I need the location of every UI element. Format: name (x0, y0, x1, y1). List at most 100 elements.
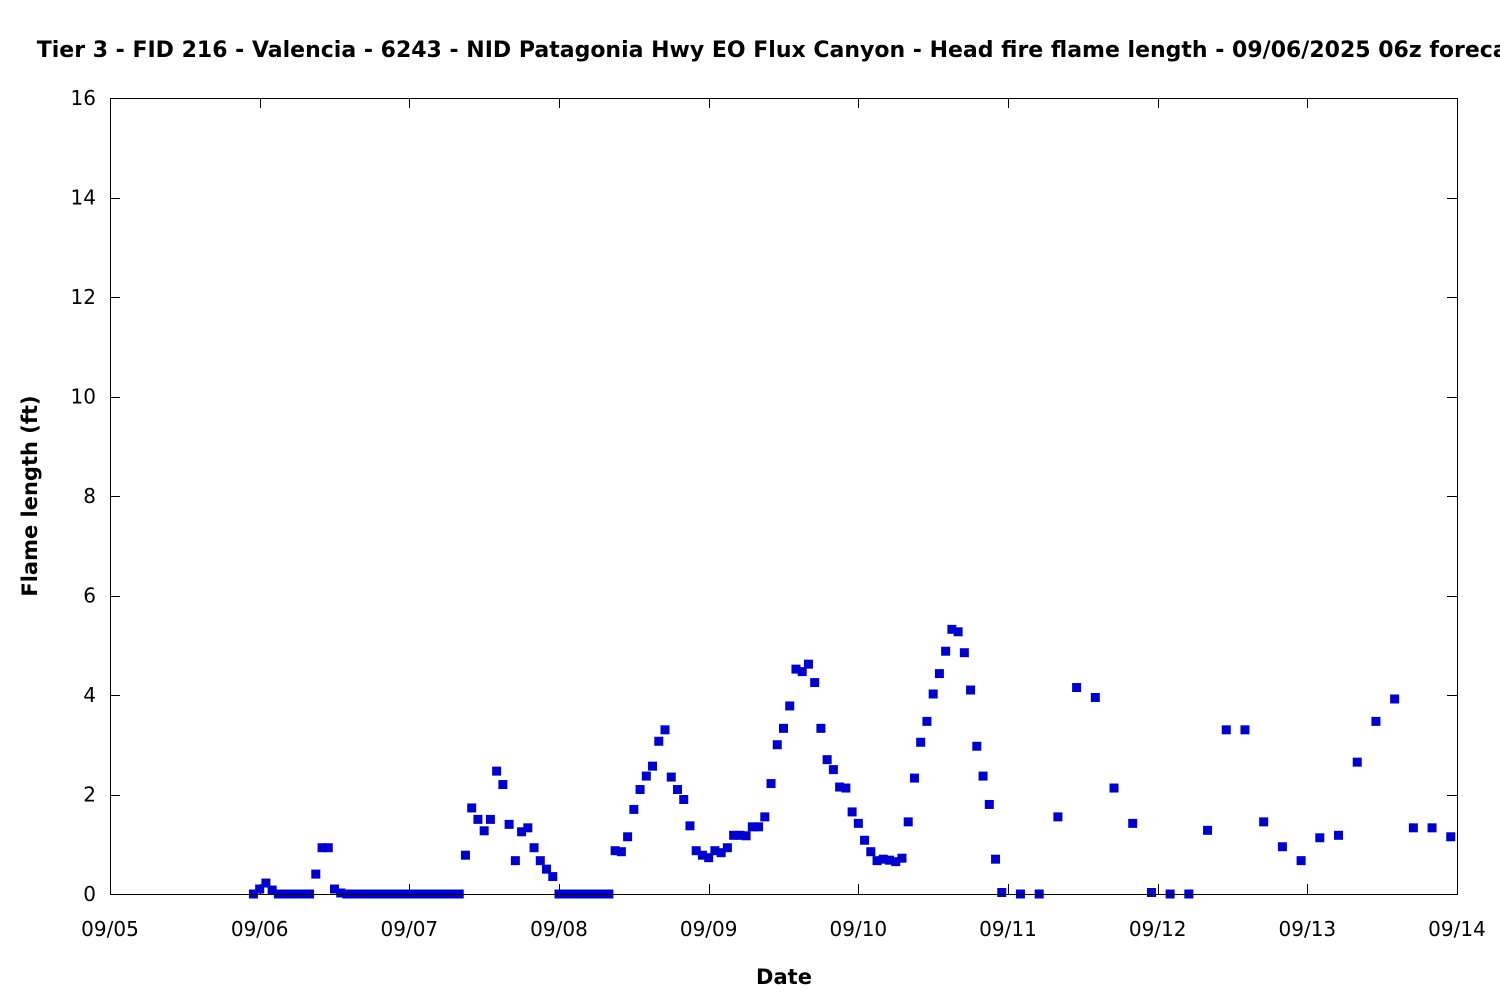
data-point (934, 669, 944, 679)
data-point (866, 847, 876, 857)
data-point (460, 850, 470, 860)
data-point (523, 823, 533, 833)
data-point (754, 822, 764, 832)
data-point (1296, 856, 1306, 866)
data-point (760, 812, 770, 822)
data-point (828, 765, 838, 775)
data-point (810, 678, 820, 688)
data-point (872, 856, 882, 866)
data-point (336, 888, 346, 898)
data-point (735, 830, 745, 840)
data-point (267, 885, 277, 895)
data-point (1109, 783, 1119, 793)
data-point (991, 854, 1001, 864)
data-point (548, 872, 558, 882)
data-point (947, 624, 957, 634)
y-tick-label: 10 (71, 385, 96, 409)
data-point (1390, 694, 1400, 704)
data-point (791, 664, 801, 674)
x-tick-label: 09/09 (680, 917, 738, 941)
data-point (1090, 692, 1100, 702)
data-point (616, 847, 626, 857)
data-point (953, 627, 963, 637)
data-point (878, 854, 888, 864)
x-tick-label: 09/08 (530, 917, 588, 941)
data-point (959, 648, 969, 658)
data-point (978, 771, 988, 781)
y-tick-label: 4 (83, 683, 96, 707)
data-point (972, 741, 982, 751)
data-point (1277, 842, 1287, 852)
data-point (716, 848, 726, 858)
data-point (885, 855, 895, 865)
data-point (1334, 830, 1344, 840)
data-point (997, 888, 1007, 898)
data-point (922, 716, 932, 726)
data-point (897, 853, 907, 863)
data-point (966, 685, 976, 695)
data-point (255, 884, 265, 894)
data-point (679, 794, 689, 804)
data-point (648, 761, 658, 771)
data-points (248, 624, 1456, 899)
data-point (891, 857, 901, 867)
data-point (504, 819, 514, 829)
data-point (330, 884, 339, 894)
data-point (1221, 725, 1231, 735)
axis-ticks: 0 2 4 6 8 10 12 14 16 09/05 09/06 09/07 09/08 09/09 09… (71, 86, 1486, 941)
x-tick-label: 09/11 (979, 917, 1037, 941)
data-point (1315, 833, 1325, 843)
x-tick-label: 09/14 (1428, 917, 1486, 941)
data-point (510, 856, 520, 866)
data-point (1259, 817, 1269, 827)
x-tick-label: 09/13 (1279, 917, 1337, 941)
data-point (779, 723, 788, 733)
data-point (654, 736, 664, 746)
y-tick-label: 0 (83, 882, 96, 906)
data-point (729, 830, 739, 840)
data-point (928, 689, 938, 699)
data-point (847, 807, 857, 817)
data-point (1128, 818, 1138, 828)
data-point (1072, 683, 1082, 693)
data-point (467, 803, 477, 813)
data-point (860, 835, 870, 845)
data-point (610, 846, 620, 856)
data-point (916, 737, 926, 747)
y-tick-label: 14 (71, 186, 96, 210)
data-point (685, 821, 695, 831)
data-point (261, 878, 271, 888)
data-point (766, 779, 776, 789)
x-axis-label: Date (756, 965, 812, 989)
y-tick-label: 16 (71, 86, 96, 110)
x-tick-label: 09/05 (81, 917, 139, 941)
data-point (535, 856, 545, 866)
y-tick-label: 12 (71, 285, 96, 309)
data-point (816, 723, 826, 733)
data-point (822, 755, 832, 765)
data-point (542, 864, 552, 874)
y-tick-label: 6 (83, 584, 96, 608)
data-point (485, 814, 495, 824)
data-point (1352, 757, 1362, 767)
data-point (697, 850, 707, 860)
data-point (1427, 823, 1437, 833)
data-point (498, 780, 508, 790)
x-tick-label: 09/06 (231, 917, 289, 941)
data-point (741, 831, 751, 841)
data-point (841, 783, 851, 793)
data-point (853, 818, 863, 828)
data-point (317, 843, 327, 853)
data-point (1053, 812, 1063, 822)
y-tick-label: 2 (83, 783, 96, 807)
data-point (479, 826, 489, 836)
data-point (722, 843, 732, 853)
data-point (635, 785, 645, 795)
data-point (1146, 888, 1156, 898)
data-point (529, 843, 539, 853)
data-point (1240, 725, 1250, 735)
y-axis-label: Flame length (ft) (18, 395, 42, 596)
data-point (1408, 823, 1418, 833)
